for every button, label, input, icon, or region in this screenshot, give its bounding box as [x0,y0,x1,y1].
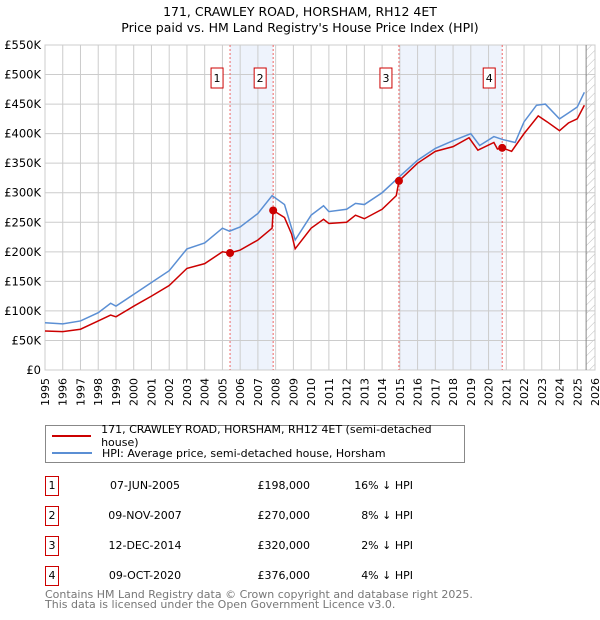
x-tick-label: 2017 [429,378,442,406]
x-tick-label: 2003 [181,378,194,406]
x-tick-label: 1996 [57,378,70,406]
x-tick-label: 2013 [358,378,371,406]
x-tick-label: 2023 [536,378,549,406]
sale-point [394,176,403,185]
x-tick-label: 2008 [270,378,283,406]
legend-label: HPI: Average price, semi-detached house,… [102,446,386,460]
sale-date: 07-JUN-2005 [109,479,181,492]
legend-item-hpi: HPI: Average price, semi-detached house,… [52,445,386,461]
x-tick-label: 2007 [252,378,265,406]
sale-badge: 4 [45,566,59,586]
x-tick-label: 1997 [74,378,87,406]
x-tick-label: 2022 [518,378,531,406]
sale-point [226,249,235,257]
y-tick-label: £350K [4,156,41,170]
sale-price: £270,000 [257,509,311,522]
y-tick-label: £250K [4,215,41,229]
x-tick-label: 2002 [163,378,176,406]
chart-subtitle: Price paid vs. HM Land Registry's House … [121,20,479,35]
x-tick-label: 2011 [323,378,336,406]
x-tick-label: 2010 [305,378,318,406]
x-tick-label: 2021 [500,378,513,406]
y-tick-label: £450K [4,97,41,111]
sale-hpi-diff: 4% ↓ HPI [361,569,413,582]
chart-title: 171, CRAWLEY ROAD, HORSHAM, RH12 4ET [163,4,437,19]
x-tick-label: 2016 [412,378,425,406]
sale-label-box [482,67,496,89]
x-tick-label: 2015 [394,378,407,406]
x-tick-label: 2000 [128,378,141,406]
sale-label: 3 [382,72,389,85]
footer-line: Contains HM Land Registry data © Crown c… [45,588,473,601]
y-tick-label: £50K [12,333,42,347]
sale-label-box [379,67,393,89]
footer: Contains HM Land Registry data © Crown c… [45,588,473,611]
x-tick-label: 2004 [199,378,212,406]
y-tick-label: £200K [4,245,41,259]
x-tick-label: 2005 [216,378,229,406]
y-tick-label: £400K [4,127,41,141]
sale-price: £198,000 [257,479,311,492]
y-tick-label: £0 [26,363,41,377]
shaded-range [230,45,274,370]
x-tick-label: 2018 [447,378,460,406]
sale-badge: 1 [45,476,59,496]
x-tick-label: 2006 [234,378,247,406]
legend: 171, CRAWLEY ROAD, HORSHAM, RH12 4ET (se… [45,423,465,463]
sale-point [269,206,278,215]
x-tick-label: 1995 [39,378,52,406]
sale-price: £320,000 [257,539,311,552]
sale-date: 12-DEC-2014 [108,539,182,552]
sale-label-box [253,67,267,89]
x-tick-label: 2026 [589,378,600,406]
x-tick-label: 2001 [145,378,158,406]
forecast-hatch [586,45,595,370]
legend-label: 171, CRAWLEY ROAD, HORSHAM, RH12 4ET (se… [101,423,432,449]
plot-area: 1995 1996 1997 1998 1999 2000 2001 2002 2003 2004… [4,38,600,406]
sale-badge: 2 [45,506,59,526]
sale-row: 4 09-OCT-2020 £376,000 4% ↓ HPI [45,566,445,586]
y-tick-label: £550K [4,38,41,52]
series-line-1 [44,91,586,325]
sale-label: 1 [214,72,221,85]
x-tick-label: 2012 [341,378,354,406]
legend-item-property: 171, CRAWLEY ROAD, HORSHAM, RH12 4ET (se… [52,423,464,449]
sale-row: 3 12-DEC-2014 £320,000 2% ↓ HPI [45,536,445,556]
sale-price: £376,000 [257,569,311,582]
sale-label-box [210,67,224,89]
x-tick-label: 2024 [554,378,567,406]
plot-frame [44,44,596,371]
sale-label: 4 [486,72,493,85]
sale-date: 09-NOV-2007 [108,509,182,522]
x-tick-label: 2019 [465,378,478,406]
y-tick-label: £150K [4,274,41,288]
legend-swatch-red [52,435,92,437]
sale-row: 1 07-JUN-2005 £198,000 16% ↓ HPI [45,476,445,496]
sale-hpi-diff: 16% ↓ HPI [354,479,413,492]
legend-swatch-blue [52,452,92,454]
shaded-range [398,45,503,370]
sale-date: 09-OCT-2020 [108,569,182,582]
x-tick-label: 2014 [376,378,389,406]
sale-hpi-diff: 2% ↓ HPI [361,539,413,552]
x-tick-label: 2020 [483,378,496,406]
sale-row: 2 09-NOV-2007 £270,000 8% ↓ HPI [45,506,445,526]
x-tick-label: 2009 [287,378,300,406]
sale-badge: 3 [45,536,59,556]
series-line-0 [44,104,586,333]
x-tick-label: 2025 [571,378,584,406]
sale-label: 2 [257,72,264,85]
y-tick-label: £500K [4,68,41,82]
y-tick-label: £300K [4,186,41,200]
sale-point [498,143,507,152]
sale-hpi-diff: 8% ↓ HPI [361,509,413,522]
x-tick-label: 1999 [110,378,123,406]
x-tick-label: 1998 [92,378,105,406]
footer-line: This data is licensed under the Open Gov… [45,598,396,611]
y-tick-label: £100K [4,304,41,318]
